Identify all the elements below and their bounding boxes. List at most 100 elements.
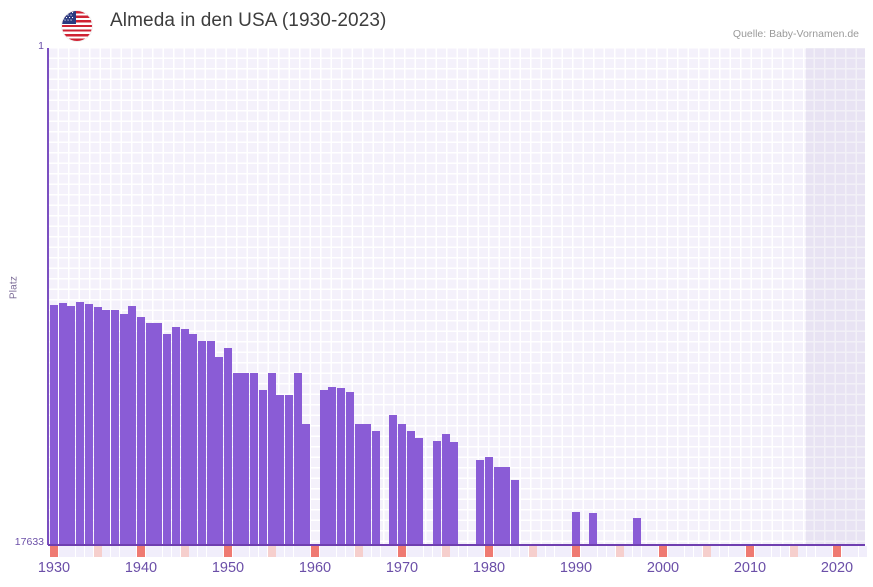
bar [232,373,241,545]
bar [215,357,224,545]
bar [572,512,580,545]
x-tick-mark [284,546,293,557]
bar [476,460,485,545]
x-tick-mark [772,546,781,557]
bar [224,348,232,545]
x-tick-mark [606,546,615,557]
x-tick-mark [780,546,789,557]
x-tick-mark [102,546,111,557]
bar [319,390,328,545]
x-tick-mark [276,546,285,557]
x-tick-mark [171,546,180,557]
x-tick-mark [215,546,224,557]
x-tick-mark [554,546,563,557]
y-axis-label: Platz [8,275,20,300]
bar [76,302,85,545]
x-tick-mark [319,546,328,557]
x-tick-mark [415,546,424,557]
bar [328,387,337,545]
bar [119,314,128,545]
plot-area [48,48,865,545]
bar [432,441,441,545]
x-axis-tick-label: 2010 [733,560,767,576]
x-axis-labels: 1930 1940 1950 1960 1970 1980 1990 2000 2010 2020 [0,560,873,584]
x-tick-mark [337,546,346,557]
x-tick-mark [258,546,267,557]
bar [110,310,119,545]
bar [128,306,137,545]
x-tick-mark [84,546,93,557]
bar [415,438,424,545]
x-tick-mark [206,546,215,557]
x-tick-mark [650,546,659,557]
x-tick-mark [659,546,667,557]
x-tick-mark [711,546,720,557]
y-axis-line [47,48,49,545]
x-tick-mark [58,546,67,557]
x-tick-mark [485,546,493,557]
bar [145,323,154,545]
x-tick-mark [163,546,172,557]
x-axis-tick-label: 1980 [472,560,506,576]
x-tick-mark [293,546,302,557]
bar [250,373,259,545]
x-tick-mark [250,546,259,557]
x-tick-mark [76,546,85,557]
bar [171,327,180,545]
x-axis-tick-label: 1950 [211,560,245,576]
x-tick-mark [224,546,232,557]
bar [206,341,215,545]
bar [363,424,372,545]
bar [345,392,354,545]
bar [493,467,502,545]
bar [354,424,363,545]
bar [93,307,102,545]
x-tick-mark [833,546,841,557]
x-tick-mark [154,546,163,557]
bar [502,467,511,545]
x-tick-mark [754,546,763,557]
x-tick-mark [450,546,459,557]
bar [293,373,302,545]
x-tick-mark [371,546,380,557]
bar [180,329,189,545]
x-tick-mark [137,546,145,557]
x-axis-tick-label: 2020 [820,560,854,576]
x-tick-mark [267,546,276,557]
x-tick-mark [180,546,189,557]
bar [276,395,285,545]
bar [371,431,380,545]
x-tick-mark [719,546,728,557]
bar [589,513,598,545]
x-tick-mark [389,546,398,557]
x-tick-mark [859,546,868,557]
x-tick-mark [624,546,633,557]
x-tick-mark [693,546,702,557]
bar [511,480,520,545]
x-tick-mark [424,546,433,557]
bar [284,395,293,545]
flag-stars [62,11,76,24]
flag-canton [62,11,76,24]
x-tick-mark [824,546,833,557]
x-tick-mark [545,546,554,557]
x-tick-mark [676,546,685,557]
x-tick-mark [476,546,485,557]
bar [485,457,493,545]
x-tick-mark [380,546,389,557]
x-tick-mark [467,546,476,557]
x-tick-mark [145,546,154,557]
x-tick-mark [432,546,441,557]
x-tick-mark [685,546,694,557]
bar [58,303,67,545]
bar [389,415,398,545]
x-tick-mark [241,546,250,557]
x-tick-mark [728,546,737,557]
x-tick-mark [363,546,372,557]
x-tick-mark [232,546,241,557]
chart-header: Almeda in den USA (1930-2023) Quelle: Ba… [0,0,873,48]
x-tick-mark [537,546,546,557]
x-tick-mark [789,546,798,557]
x-tick-mark [841,546,850,557]
